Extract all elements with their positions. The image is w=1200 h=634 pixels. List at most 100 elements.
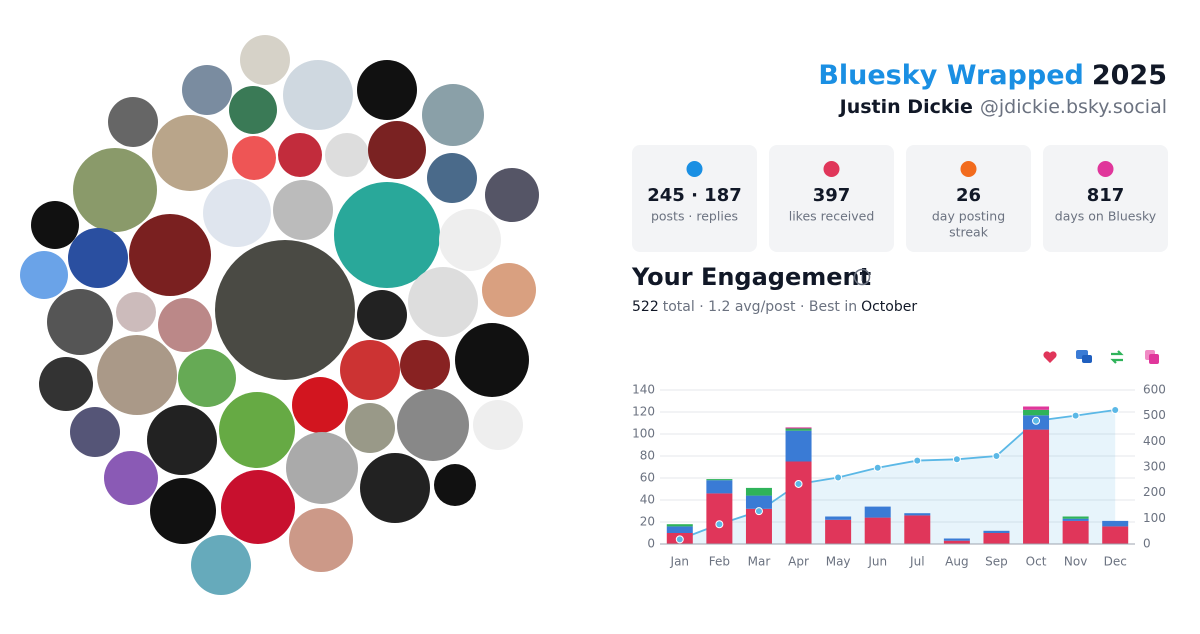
legend-like-icon[interactable] xyxy=(1043,351,1057,363)
avatar[interactable] xyxy=(283,60,353,130)
avatar[interactable] xyxy=(360,453,430,523)
stat-value: 397 xyxy=(813,185,851,206)
avatar[interactable] xyxy=(273,180,333,240)
avatar[interactable] xyxy=(47,289,113,355)
line-point xyxy=(913,456,922,465)
line-point xyxy=(1071,411,1080,420)
avatar[interactable] xyxy=(97,335,177,415)
avatar[interactable] xyxy=(158,298,212,352)
avatar[interactable] xyxy=(422,84,484,146)
avatar[interactable] xyxy=(357,290,407,340)
avatar[interactable] xyxy=(482,263,536,317)
avatar[interactable] xyxy=(278,133,322,177)
y-tick-label: 80 xyxy=(640,449,655,463)
avatar[interactable] xyxy=(325,133,369,177)
bar-segment xyxy=(904,513,931,516)
avatar[interactable] xyxy=(20,251,68,299)
avatar[interactable] xyxy=(232,136,276,180)
x-tick-label: Nov xyxy=(1064,555,1087,569)
avatar[interactable] xyxy=(473,400,523,450)
avatar[interactable] xyxy=(292,377,348,433)
line-point xyxy=(1111,406,1120,415)
y-tick-label: 120 xyxy=(632,405,655,419)
avatar[interactable] xyxy=(150,478,216,544)
y2-tick-label: 500 xyxy=(1143,408,1166,422)
avatar[interactable] xyxy=(116,292,156,332)
bar-segment xyxy=(745,487,772,496)
avatar[interactable] xyxy=(73,148,157,232)
bar-segment xyxy=(1023,429,1050,544)
avatar[interactable] xyxy=(104,451,158,505)
x-tick-label: Aug xyxy=(945,555,968,569)
stat-icon xyxy=(686,161,703,177)
y2-tick-label: 100 xyxy=(1143,511,1166,525)
user-handle: @jdickie.bsky.social xyxy=(980,96,1167,118)
line-point xyxy=(675,535,684,544)
title-text: Bluesky Wrapped xyxy=(818,60,1084,91)
bar-segment xyxy=(983,530,1010,533)
title-year: 2025 xyxy=(1092,60,1167,91)
bar-segment xyxy=(666,526,693,533)
avatar[interactable] xyxy=(345,403,395,453)
avatar[interactable] xyxy=(178,349,236,407)
avatar[interactable] xyxy=(286,432,358,504)
avatar[interactable] xyxy=(455,323,529,397)
avatar[interactable] xyxy=(439,209,501,271)
avatar[interactable] xyxy=(229,86,277,134)
y2-tick-label: 200 xyxy=(1143,485,1166,499)
line-point xyxy=(952,455,961,464)
avatar[interactable] xyxy=(147,405,217,475)
avatar[interactable] xyxy=(368,121,426,179)
bar-segment xyxy=(1023,409,1050,416)
y2-tick-label: 300 xyxy=(1143,460,1166,474)
stat-icon xyxy=(1097,161,1114,177)
y-tick-label: 20 xyxy=(640,515,655,529)
avatar[interactable] xyxy=(240,35,290,85)
x-tick-label: Dec xyxy=(1104,555,1127,569)
x-tick-label: Jul xyxy=(909,555,924,569)
avatar[interactable] xyxy=(108,97,158,147)
avatar[interactable] xyxy=(191,535,251,595)
avatar[interactable] xyxy=(203,179,271,247)
stat-icon xyxy=(823,161,840,177)
avatar[interactable] xyxy=(39,357,93,411)
avatar[interactable] xyxy=(289,508,353,572)
bar-segment xyxy=(825,516,852,520)
avatar[interactable] xyxy=(357,60,417,120)
avatar[interactable] xyxy=(408,267,478,337)
stat-value: 245 · 187 xyxy=(647,185,742,206)
avatar[interactable] xyxy=(68,228,128,288)
avatar[interactable] xyxy=(152,115,228,191)
avatar[interactable] xyxy=(31,201,79,249)
legend-repost-icon[interactable] xyxy=(1110,350,1124,364)
avatar[interactable] xyxy=(129,214,211,296)
avatar[interactable] xyxy=(400,340,450,390)
stat-value: 26 xyxy=(956,185,981,206)
line-area xyxy=(679,410,1116,544)
bar-segment xyxy=(864,517,891,544)
avatar[interactable] xyxy=(70,407,120,457)
avatar[interactable] xyxy=(485,168,539,222)
avatar-cloud xyxy=(20,35,539,595)
bar-segment xyxy=(706,479,733,481)
x-tick-label: May xyxy=(826,555,851,569)
avatar[interactable] xyxy=(182,65,232,115)
avatar[interactable] xyxy=(434,464,476,506)
y-tick-label: 140 xyxy=(632,383,655,397)
avatar[interactable] xyxy=(215,240,355,380)
summary-text: total · 1.2 avg/post · Best in xyxy=(663,299,857,315)
line-point xyxy=(834,473,843,482)
bar-segment xyxy=(904,515,931,544)
bar-segment xyxy=(1102,520,1129,527)
avatar[interactable] xyxy=(221,470,295,544)
avatar[interactable] xyxy=(334,182,440,288)
avatar[interactable] xyxy=(340,340,400,400)
avatar[interactable] xyxy=(219,392,295,468)
info-icon[interactable] xyxy=(853,268,871,286)
bar-segment xyxy=(1062,520,1089,544)
bar-segment xyxy=(864,506,891,518)
stat-value: 817 xyxy=(1087,185,1125,206)
avatar[interactable] xyxy=(397,389,469,461)
avatar[interactable] xyxy=(427,153,477,203)
